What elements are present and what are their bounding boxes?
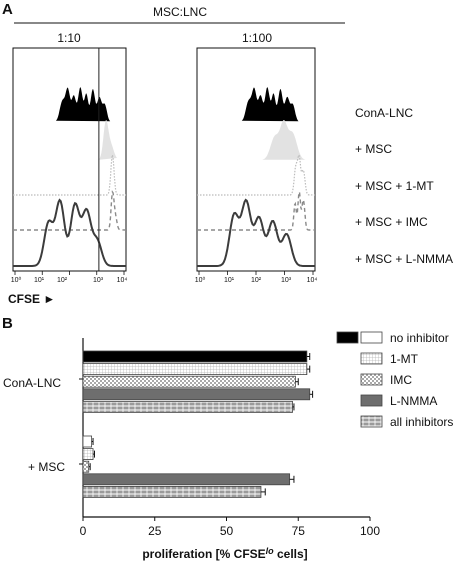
- bar: [82, 388, 311, 401]
- bar: [82, 350, 308, 363]
- row-label-msc-1mt: + MSC + 1-MT: [355, 179, 434, 193]
- x-tick-label: 25: [148, 524, 162, 538]
- panel-title-1-10: 1:10: [57, 31, 81, 45]
- x-tick-label: 75: [292, 524, 306, 538]
- cfse-axis-label: CFSE ►: [8, 292, 55, 306]
- x-axis-label-end: cells]: [274, 547, 308, 561]
- histogram-conalnc: [241, 87, 299, 122]
- legend-swatch: [360, 415, 383, 428]
- panel-title-1-100: 1:100: [242, 31, 272, 45]
- group-label-conalnc: ConA-LNC: [3, 376, 61, 390]
- legend-swatch: [360, 394, 383, 407]
- x-axis-label-main: proliferation [% CFSE: [142, 547, 265, 561]
- legend-label: L-NMMA: [390, 394, 437, 408]
- x-axis-label: proliferation [% CFSElo cells]: [142, 546, 307, 561]
- histogram-conalnc: [55, 87, 111, 122]
- tick-label: 10⁴: [307, 277, 318, 284]
- legend-label: IMC: [390, 373, 412, 387]
- bar: [82, 485, 262, 498]
- histogram-imc: [197, 189, 315, 231]
- panel-b-letter: B: [2, 315, 13, 332]
- tick-label: 10³: [281, 277, 292, 284]
- bar: [82, 473, 291, 486]
- bar-chart: 0 25 50 75 100: [79, 338, 380, 538]
- histogram-1mt: [197, 153, 316, 196]
- x-axis-label-sup: lo: [266, 546, 275, 556]
- legend-swatch: [360, 331, 383, 344]
- legend-label: all inhibitors: [390, 415, 453, 429]
- x-tick-label: 0: [80, 524, 87, 538]
- tick-label: 10¹: [224, 277, 235, 284]
- legend: no inhibitor 1-MT IMC L-NMMA all inhibitors: [336, 331, 453, 429]
- histogram-frame: [12, 47, 127, 272]
- legend-label: 1-MT: [390, 352, 419, 366]
- tick-label: 10²: [251, 277, 262, 284]
- bar: [82, 460, 90, 473]
- legend-swatch: [360, 352, 383, 365]
- row-label-conalnc: ConA-LNC: [355, 106, 413, 120]
- row-label-msc: + MSC: [355, 142, 392, 156]
- x-tick-label: 50: [220, 524, 234, 538]
- legend-swatch: [360, 373, 383, 386]
- tick-label: 10¹: [34, 277, 45, 284]
- group-label-msc: + MSC: [28, 460, 65, 474]
- row-label-msc-lnmma: + MSC + L-NMMA: [355, 252, 453, 266]
- bar: [82, 448, 94, 461]
- tick-label: 10⁰: [11, 276, 22, 284]
- histogram-1mt: [13, 154, 126, 196]
- histogram-imc: [13, 190, 127, 231]
- tick-label: 10²: [57, 277, 68, 284]
- legend-label: no inhibitor: [390, 331, 449, 345]
- panel-b: B 0 25 50 75 100 no inhibitor 1-MT IMC L-NMMA al…: [2, 315, 453, 561]
- histogram-msc: [261, 120, 306, 160]
- bar: [82, 363, 308, 376]
- histogram-lnmma: [197, 198, 315, 267]
- histogram-ticks-left: 10⁰ 10¹ 10² 10³ 10⁴: [11, 276, 128, 284]
- histogram-msc: [96, 120, 117, 160]
- histogram-lnmma: [13, 198, 126, 267]
- bar: [82, 435, 93, 448]
- histogram-panel-1-100: [196, 47, 316, 275]
- row-label-msc-imc: + MSC + IMC: [355, 215, 428, 229]
- bar: [82, 400, 293, 413]
- histogram-panel-1-10: [12, 47, 127, 275]
- tick-label: 10⁴: [117, 277, 128, 284]
- tick-label: 10³: [93, 277, 104, 284]
- tick-label: 10⁰: [195, 276, 206, 284]
- histogram-ticks-right: 10⁰ 10¹ 10² 10³ 10⁴: [195, 276, 318, 284]
- legend-swatch: [336, 331, 359, 344]
- panel-a: A MSC:LNC 1:10 1:100 10⁰ 10¹ 10² 10³ 10⁴…: [2, 1, 453, 306]
- panel-a-letter: A: [2, 1, 13, 18]
- bar: [82, 375, 296, 388]
- ratio-title: MSC:LNC: [153, 5, 207, 19]
- x-tick-label: 100: [360, 524, 380, 538]
